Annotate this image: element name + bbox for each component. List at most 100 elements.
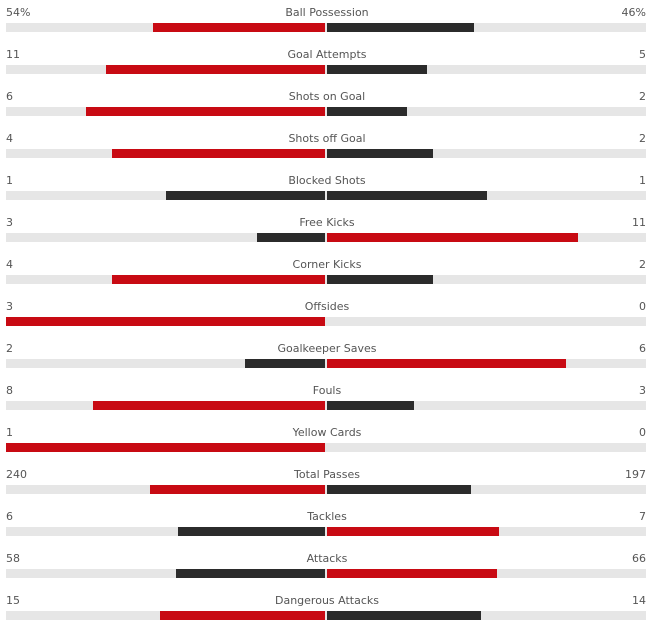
stat-bar-away-half bbox=[327, 527, 646, 536]
stat-bar-home-fill bbox=[112, 149, 325, 158]
stat-row: 3 Offsides 0 bbox=[0, 294, 654, 336]
stat-bar-home-fill bbox=[93, 401, 325, 410]
stat-bar-home-half bbox=[6, 569, 325, 578]
stat-away-value: 11 bbox=[632, 216, 646, 229]
stat-away-value: 7 bbox=[639, 510, 646, 523]
stat-bar-away-half bbox=[327, 485, 646, 494]
stat-home-value: 1 bbox=[6, 426, 13, 439]
stat-bar-away-fill bbox=[327, 401, 414, 410]
stat-bar-away-fill bbox=[327, 359, 567, 368]
stat-bar-home-fill bbox=[175, 569, 325, 578]
stat-bar-home-half bbox=[6, 401, 325, 410]
stat-bar-home-half bbox=[6, 317, 325, 326]
stat-bar-away-half bbox=[327, 569, 646, 578]
stat-home-value: 3 bbox=[6, 300, 13, 313]
stat-row: 240 Total Passes 197 bbox=[0, 462, 654, 504]
stat-bar-away-fill bbox=[327, 485, 471, 494]
stat-bar-away-half bbox=[327, 401, 646, 410]
stat-away-value: 2 bbox=[639, 132, 646, 145]
stat-label: Blocked Shots bbox=[288, 174, 366, 187]
stat-label: Total Passes bbox=[293, 468, 361, 481]
stat-bar-away-half bbox=[327, 65, 646, 74]
stat-bar-track bbox=[6, 359, 646, 368]
stat-bar-home-fill bbox=[245, 359, 325, 368]
stat-away-value: 0 bbox=[639, 426, 646, 439]
stat-bar-away-half bbox=[327, 149, 646, 158]
stat-bar-track bbox=[6, 569, 646, 578]
stat-away-value: 1 bbox=[639, 174, 646, 187]
stat-row: 3 Free Kicks 11 bbox=[0, 210, 654, 252]
stat-bar-track bbox=[6, 611, 646, 620]
stat-bar-home-fill bbox=[152, 23, 325, 32]
stat-row: 4 Shots off Goal 2 bbox=[0, 126, 654, 168]
stat-label: Yellow Cards bbox=[292, 426, 362, 439]
stat-label: Dangerous Attacks bbox=[275, 594, 379, 607]
stat-bar-home-half bbox=[6, 107, 325, 116]
stat-bar-track bbox=[6, 23, 646, 32]
stat-bar-home-half bbox=[6, 611, 325, 620]
stat-row: 58 Attacks 66 bbox=[0, 546, 654, 588]
stat-bar-home-half bbox=[6, 191, 325, 200]
stat-home-value: 6 bbox=[6, 510, 13, 523]
stat-bar-home-half bbox=[6, 149, 325, 158]
stat-away-value: 5 bbox=[639, 48, 646, 61]
stat-label: Goal Attempts bbox=[287, 48, 367, 61]
stat-bar-home-fill bbox=[149, 485, 325, 494]
stat-bar-away-fill bbox=[327, 23, 474, 32]
stat-away-value: 3 bbox=[639, 384, 646, 397]
stat-bar-away-half bbox=[327, 107, 646, 116]
stat-label: Corner Kicks bbox=[292, 258, 362, 271]
stat-home-value: 8 bbox=[6, 384, 13, 397]
stat-row: 1 Blocked Shots 1 bbox=[0, 168, 654, 210]
stat-label: Shots on Goal bbox=[288, 90, 366, 103]
stat-bar-home-half bbox=[6, 275, 325, 284]
stat-bar-away-half bbox=[327, 23, 646, 32]
stat-row: 2 Goalkeeper Saves 6 bbox=[0, 336, 654, 378]
stat-label: Ball Possession bbox=[285, 6, 369, 19]
stat-bar-away-fill bbox=[327, 233, 578, 242]
stat-bar-home-fill bbox=[105, 65, 325, 74]
stat-bar-track bbox=[6, 527, 646, 536]
stat-bar-track bbox=[6, 65, 646, 74]
stat-bar-track bbox=[6, 191, 646, 200]
stat-home-value: 240 bbox=[6, 468, 27, 481]
stat-row: 4 Corner Kicks 2 bbox=[0, 252, 654, 294]
stat-away-value: 66 bbox=[632, 552, 646, 565]
stat-bar-away-fill bbox=[327, 191, 487, 200]
stat-bar-home-fill bbox=[6, 317, 325, 326]
stat-home-value: 6 bbox=[6, 90, 13, 103]
stat-bar-away-half bbox=[327, 611, 646, 620]
stat-bar-away-half bbox=[327, 443, 646, 452]
stat-row: 54% Ball Possession 46% bbox=[0, 0, 654, 42]
stat-label: Goalkeeper Saves bbox=[277, 342, 377, 355]
stat-away-value: 46% bbox=[621, 6, 646, 19]
stat-bar-track bbox=[6, 107, 646, 116]
stat-bar-home-fill bbox=[6, 443, 325, 452]
stat-away-value: 0 bbox=[639, 300, 646, 313]
stat-bar-home-half bbox=[6, 233, 325, 242]
stat-bar-away-fill bbox=[327, 275, 434, 284]
stat-bar-home-half bbox=[6, 23, 325, 32]
stat-home-value: 4 bbox=[6, 132, 13, 145]
stat-home-value: 54% bbox=[6, 6, 31, 19]
stat-row: 1 Yellow Cards 0 bbox=[0, 420, 654, 462]
stat-bar-track bbox=[6, 443, 646, 452]
stat-label: Free Kicks bbox=[299, 216, 355, 229]
stat-bar-away-half bbox=[327, 317, 646, 326]
stat-home-value: 2 bbox=[6, 342, 13, 355]
stat-bar-home-half bbox=[6, 485, 325, 494]
stat-bar-home-fill bbox=[85, 107, 325, 116]
stat-bar-home-fill bbox=[177, 527, 325, 536]
stat-home-value: 4 bbox=[6, 258, 13, 271]
stat-home-value: 3 bbox=[6, 216, 13, 229]
stat-bar-track bbox=[6, 485, 646, 494]
stat-bar-away-fill bbox=[327, 149, 434, 158]
stat-row: 8 Fouls 3 bbox=[0, 378, 654, 420]
stat-bar-home-fill bbox=[165, 191, 325, 200]
stat-bar-home-fill bbox=[112, 275, 325, 284]
stat-bar-track bbox=[6, 275, 646, 284]
stat-home-value: 15 bbox=[6, 594, 20, 607]
stat-bar-away-half bbox=[327, 233, 646, 242]
stat-bar-away-fill bbox=[327, 107, 407, 116]
